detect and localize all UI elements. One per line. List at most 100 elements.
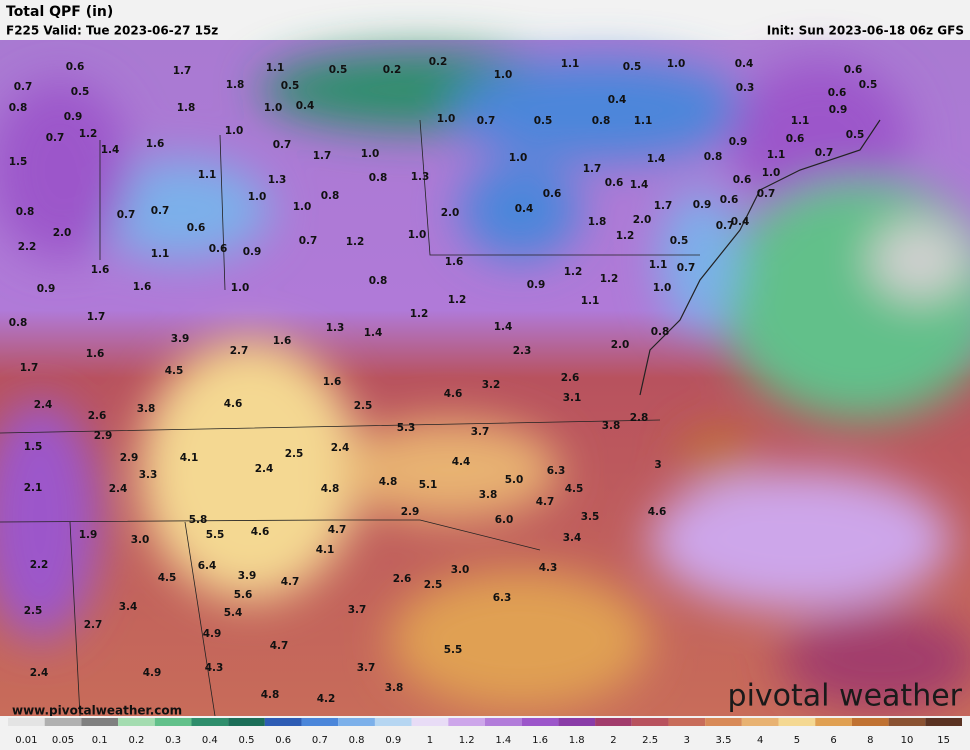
site-url: www.pivotalweather.com [12,704,182,718]
qpf-label: 4.1 [180,452,199,464]
qpf-label: 1.2 [346,236,365,248]
legend-label: 3 [684,735,690,746]
qpf-label: 1.1 [767,149,786,161]
qpf-label: 3.8 [385,682,404,694]
qpf-label: 0.4 [515,203,534,215]
qpf-label: 1.3 [326,322,345,334]
qpf-label: 1.0 [231,282,250,294]
qpf-label: 0.8 [369,172,388,184]
legend-label: 1.4 [495,735,511,746]
legend-swatch [815,718,852,726]
legend-swatch [521,718,559,726]
qpf-label: 1.4 [630,179,649,191]
legend-label: 0.01 [15,735,37,746]
qpf-label: 0.8 [651,326,670,338]
qpf-label: 0.6 [720,194,739,206]
qpf-label: 1.6 [133,281,152,293]
qpf-label: 4.6 [444,388,463,400]
qpf-label: 4.5 [158,572,177,584]
legend-label: 0.5 [239,735,255,746]
qpf-label: 4.9 [143,667,162,679]
qpf-label: 4.8 [321,483,340,495]
qpf-label: 1.2 [564,266,583,278]
qpf-label: 1.0 [762,167,781,179]
qpf-label: 1.6 [91,264,110,276]
qpf-label: 3.4 [563,532,582,544]
qpf-label: 1.0 [494,69,513,81]
qpf-label: 2.0 [633,214,652,226]
legend-label: 1.8 [569,735,585,746]
qpf-label: 1.7 [654,200,673,212]
legend-label: 4 [757,735,763,746]
init-time: Init: Sun 2023-06-18 06z GFS [767,24,964,38]
legend-swatch [338,718,375,726]
valid-time: F225 Valid: Tue 2023-06-27 15z [6,24,218,38]
qpf-label: 1.3 [268,174,287,186]
qpf-label: 5.8 [189,514,208,526]
qpf-label: 2.9 [94,430,113,442]
legend-swatch [851,718,889,726]
legend-swatch [301,718,339,726]
qpf-label: 1.4 [647,153,666,165]
qpf-label: 0.2 [429,56,448,68]
legend-swatch [264,718,302,726]
qpf-label: 3.8 [479,489,498,501]
qpf-label: 1.0 [509,152,528,164]
qpf-label: 2.8 [630,412,649,424]
qpf-label: 4.7 [281,576,300,588]
qpf-label: 0.4 [296,100,315,112]
qpf-label: 1.4 [494,321,513,333]
legend-swatch [631,718,669,726]
qpf-label: 1.6 [323,376,342,388]
legend-label: 2.5 [642,735,658,746]
qpf-label: 1.8 [226,79,245,91]
legend-label: 1.2 [459,735,475,746]
qpf-label: 1.6 [86,348,105,360]
qpf-label: 1.4 [101,144,120,156]
qpf-label: 2.4 [109,483,128,495]
legend-label: 8 [867,735,873,746]
qpf-label: 0.8 [9,317,28,329]
qpf-label: 0.8 [9,102,28,114]
qpf-label: 1.0 [361,148,380,160]
legend-label: 0.4 [202,735,218,746]
legend-swatch [8,718,45,726]
qpf-label: 1.0 [653,282,672,294]
qpf-label: 0.7 [299,235,318,247]
qpf-label: 3.1 [563,392,582,404]
qpf-label: 2.0 [53,227,72,239]
qpf-label: 0.9 [729,136,748,148]
qpf-label: 4.6 [648,506,667,518]
qpf-label: 4.4 [452,456,471,468]
precip-field [0,40,970,717]
qpf-label: 3.9 [171,333,190,345]
qpf-label: 3.7 [357,662,376,674]
qpf-label: 4.3 [205,662,224,674]
qpf-label: 0.6 [605,177,624,189]
qpf-label: 4.9 [203,628,222,640]
legend-swatch [741,718,779,726]
qpf-label: 0.6 [66,61,85,73]
legend-label: 0.3 [165,735,181,746]
qpf-label: 1.5 [24,441,43,453]
qpf-label: 2.5 [285,448,304,460]
qpf-label: 0.8 [369,275,388,287]
legend-label: 0.2 [128,735,144,746]
qpf-label: 0.9 [527,279,546,291]
qpf-label: 3.8 [602,420,621,432]
qpf-label: 4.6 [224,398,243,410]
legend-label: 2 [610,735,616,746]
qpf-label: 5.5 [444,644,463,656]
qpf-label: 4.5 [565,483,584,495]
legend-label: 0.1 [92,735,108,746]
qpf-label: 1.6 [146,138,165,150]
legend-swatch [448,718,485,726]
legend-swatch [888,718,926,726]
qpf-label: 3 [654,459,661,471]
qpf-label: 0.8 [704,151,723,163]
qpf-label: 1.3 [411,171,430,183]
title: Total QPF (in) [6,4,113,20]
qpf-label: 0.7 [117,209,136,221]
